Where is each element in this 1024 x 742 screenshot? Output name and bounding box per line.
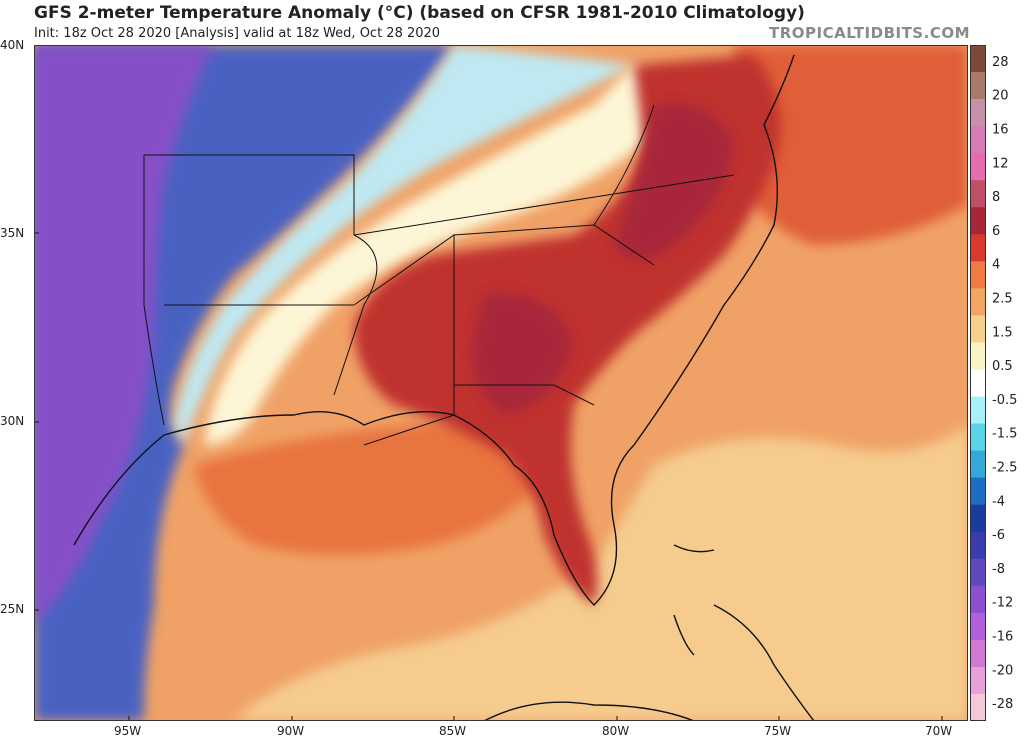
colorbar-swatch: [970, 99, 986, 127]
colorbar-swatch: [970, 450, 986, 479]
colorbar-swatch: [970, 207, 986, 235]
colorbar-swatch: [970, 693, 986, 721]
atlantic-hot-band: [734, 45, 968, 245]
colorbar-label: -0.5: [992, 393, 1017, 408]
colorbar-swatch: [970, 72, 986, 100]
colorbar-label: 1.5: [992, 325, 1013, 340]
transition-band: [174, 45, 634, 445]
lon-label-90w: 90W: [277, 724, 305, 738]
colorbar-label: 4: [992, 258, 1000, 273]
colorbar-label: 6: [992, 224, 1000, 239]
gulf-warm-region: [194, 423, 554, 555]
colorbar-swatch: [970, 261, 986, 289]
lon-label-70w: 70W: [925, 724, 953, 738]
colorbar-label: -20: [992, 663, 1013, 678]
colorbar-label: -1.5: [992, 427, 1017, 442]
colorbar-label: -16: [992, 630, 1013, 645]
coastlines: [73, 54, 815, 721]
colorbar-label: 20: [992, 89, 1009, 104]
colorbar-swatch: [970, 423, 986, 452]
lon-label-85w: 85W: [439, 724, 467, 738]
colorbar-label: -2.5: [992, 461, 1017, 476]
colorbar-label: -12: [992, 596, 1013, 611]
lon-label-80w: 80W: [602, 724, 630, 738]
ocean-pale-region: [234, 425, 968, 721]
lat-label-30n: 30N: [0, 414, 25, 428]
colorbar-swatch: [970, 126, 986, 154]
map-title: GFS 2-meter Temperature Anomaly (°C) (ba…: [34, 3, 805, 23]
colorbar-swatch: [970, 342, 986, 370]
colorbar-label: 28: [992, 55, 1009, 70]
map-subtitle: Init: 18z Oct 28 2020 [Analysis] valid a…: [34, 26, 441, 41]
lat-label-40n: 40N: [0, 38, 25, 52]
colorbar-label: -6: [992, 528, 1005, 543]
colorbar-swatch: [970, 531, 986, 560]
colorbar-swatch: [970, 504, 986, 533]
colorbar-swatch: [970, 315, 986, 343]
colorbar-swatch: [970, 558, 986, 587]
colorbar-swatch: [970, 153, 986, 181]
colorbar-label: -28: [992, 697, 1013, 712]
lat-label-35n: 35N: [0, 226, 25, 240]
colorbar-label: -8: [992, 562, 1005, 577]
colorbar-label: 16: [992, 123, 1009, 138]
temperature-anomaly-map: [34, 45, 968, 721]
colorbar-swatch: [970, 234, 986, 262]
colorbar-label: 2.5: [992, 292, 1013, 307]
colorbar-legend: 28 20 16 12 8 6 4 2.5 1.5 0.5 -0.5 -1.5 -2.5 -4 -6 -8 -1…: [970, 45, 1017, 721]
hottest-core: [614, 103, 734, 260]
colorbar-swatch: [970, 477, 986, 506]
state-boundaries: [143, 104, 735, 446]
colorbar-swatch: [970, 369, 986, 398]
brand-watermark: TROPICALTIDBITS.COM: [769, 24, 970, 42]
colorbar-swatch: [970, 585, 986, 614]
colorbar-swatch: [970, 288, 986, 316]
colorbar-swatch: [970, 45, 986, 73]
colorbar-frame: [970, 45, 986, 721]
colorbar-swatch: [970, 666, 986, 695]
lat-label-25n: 25N: [0, 602, 25, 616]
colorbar-swatch: [970, 612, 986, 641]
colorbar-label: -4: [992, 494, 1005, 509]
colorbar-swatch: [970, 396, 986, 425]
colorbar-label: 12: [992, 156, 1009, 171]
colorbar-swatch: [970, 639, 986, 668]
lon-label-95w: 95W: [114, 724, 142, 738]
colorbar-label: 0.5: [992, 359, 1013, 374]
very-cold-region: [34, 45, 214, 625]
neutral-band: [204, 65, 661, 445]
colorbar-swatch: [970, 180, 986, 208]
colorbar-label: 8: [992, 190, 1000, 205]
lon-label-75w: 75W: [764, 724, 792, 738]
